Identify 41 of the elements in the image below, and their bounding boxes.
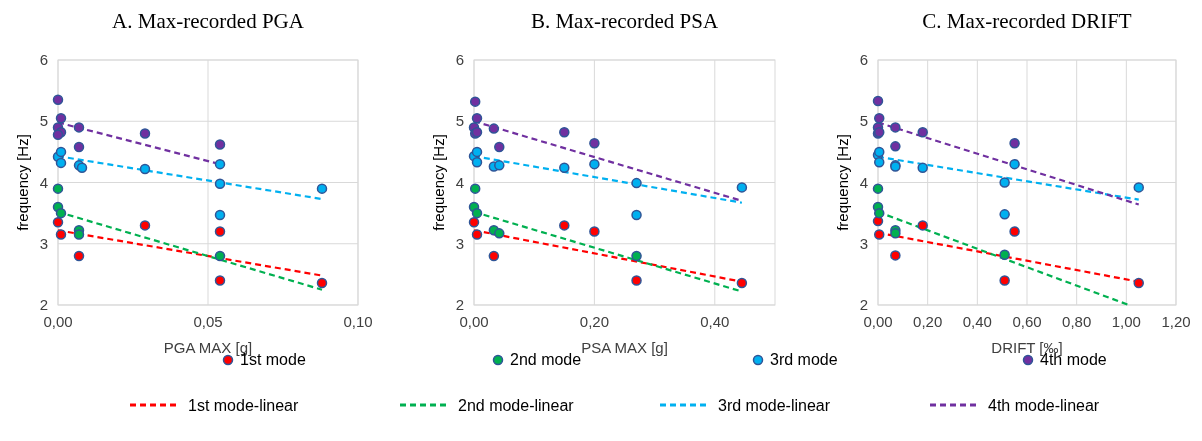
x-tick-label: 0,05 [193,313,223,330]
legend-label: 4th mode-linear [988,397,1100,414]
y-tick-label: 6 [859,51,868,68]
y-tick-label: 5 [859,112,868,130]
x-tick-label: 0,80 [1062,313,1092,330]
y-tick-label: 2 [455,296,464,313]
y-axis-title: frequency [Hz] [834,134,851,231]
y-tick-label: 3 [455,234,464,252]
chart-title: C. Max-recorded DRIFT [922,9,1132,33]
y-tick-label: 4 [859,173,868,191]
x-tick-label: 1,00 [1111,313,1141,330]
x-axis-title: PSA MAX [g] [581,339,668,356]
x-tick-label: 0,40 [962,313,992,330]
y-tick-label: 6 [455,51,464,68]
y-tick-label: 5 [39,112,48,130]
y-axis-title: frequency [Hz] [14,134,31,231]
y-tick-label: 4 [455,173,464,191]
legend-label: 2nd mode [510,351,582,368]
x-tick-label: 0,20 [913,313,943,330]
legend-label: 2nd mode-linear [458,397,575,414]
y-tick-label: 3 [859,234,868,252]
y-tick-label: 3 [39,234,48,252]
x-tick-label: 0,40 [700,313,730,330]
x-tick-label: 0,20 [579,313,609,330]
y-axis-title: frequency [Hz] [430,134,447,231]
x-tick-label: 1,20 [1161,313,1191,330]
legend-label: 1st mode-linear [188,397,299,414]
y-tick-label: 2 [39,296,48,313]
x-tick-label: 0,10 [343,313,373,330]
x-tick-label: 0,00 [863,313,893,330]
y-tick-label: 4 [39,173,48,191]
y-tick-label: 6 [39,51,48,68]
chart-title: B. Max-recorded PSA [530,9,719,33]
legend-label: 3rd mode [770,351,838,368]
legend-label: 3rd mode-linear [718,397,831,414]
y-tick-label: 2 [859,296,868,313]
y-tick-label: 5 [455,112,464,130]
chart-title: A. Max-recorded PGA [112,9,305,33]
x-tick-label: 0,60 [1012,313,1042,330]
x-tick-label: 0,00 [459,313,489,330]
x-tick-label: 0,00 [43,313,73,330]
